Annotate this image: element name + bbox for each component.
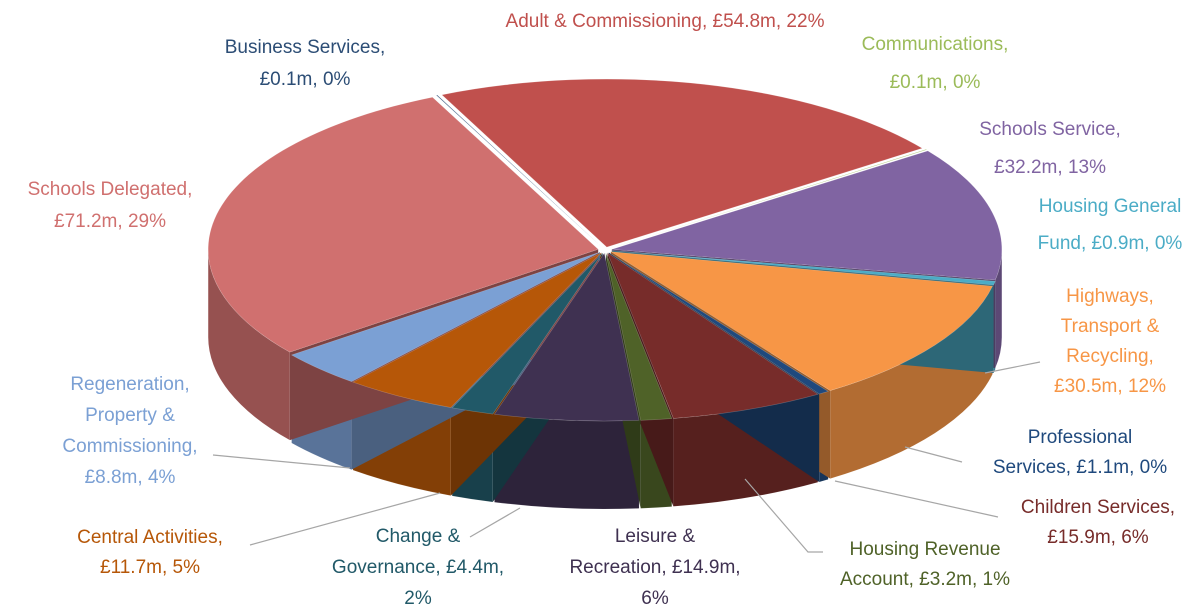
leader-line xyxy=(469,507,521,538)
leader-line xyxy=(834,480,999,518)
leader-line xyxy=(744,478,823,553)
slice xyxy=(207,96,599,353)
slice xyxy=(606,252,819,419)
slice xyxy=(352,252,602,408)
slice xyxy=(610,251,994,391)
data-label: Professional xyxy=(1028,427,1133,448)
leader-line xyxy=(212,454,351,469)
data-label: £71.2m, 29% xyxy=(54,211,166,232)
data-label: Communications, xyxy=(862,34,1009,55)
data-label: Transport & xyxy=(1061,316,1160,337)
slice xyxy=(610,149,928,249)
data-label: Adult & Commissioning, £54.8m, 22% xyxy=(506,11,825,32)
data-label: Services, £1.1m, 0% xyxy=(993,457,1167,478)
slice xyxy=(290,251,601,382)
data-label: Property & xyxy=(85,405,175,426)
data-label: Regeneration, xyxy=(70,374,189,395)
data-label: Account, £3.2m, 1% xyxy=(840,569,1010,590)
data-label: Housing Revenue xyxy=(849,539,1000,560)
data-label: £0.1m, 0% xyxy=(260,69,351,90)
leader-line xyxy=(904,446,963,463)
slice xyxy=(441,78,923,248)
data-label: Recreation, £14.9m, xyxy=(569,557,740,578)
data-label: Schools Delegated, xyxy=(28,179,193,200)
slice xyxy=(605,252,673,421)
slice xyxy=(435,94,603,248)
data-label: Children Services, xyxy=(1021,497,1175,518)
data-label: Change & xyxy=(376,526,461,547)
data-label: £11.7m, 5% xyxy=(100,557,200,578)
slice xyxy=(493,252,640,422)
slice xyxy=(451,252,603,415)
slice xyxy=(611,250,996,286)
data-label: £32.2m, 13% xyxy=(994,157,1106,178)
data-label: 2% xyxy=(404,588,432,609)
data-label: Governance, £4.4m, xyxy=(332,557,504,578)
data-label: Recycling, xyxy=(1066,346,1154,367)
data-label: Commissioning, xyxy=(62,436,197,457)
leader-line xyxy=(249,492,441,546)
data-label: £30.5m, 12% xyxy=(1054,376,1166,397)
data-label: £0.1m, 0% xyxy=(890,72,981,93)
data-label: Business Services, xyxy=(225,37,386,58)
data-label: Leisure & xyxy=(615,526,696,547)
leader-line xyxy=(984,361,1041,374)
slice xyxy=(611,150,1003,281)
data-label: Schools Service, xyxy=(979,119,1121,140)
data-label: Fund, £0.9m, 0% xyxy=(1038,233,1183,254)
data-label: Central Activities, xyxy=(77,527,223,548)
data-label: 6% xyxy=(641,588,669,609)
data-label: Housing General xyxy=(1039,196,1182,217)
data-label: Highways, xyxy=(1066,286,1154,307)
slice xyxy=(608,252,829,395)
data-label: £8.8m, 4% xyxy=(85,467,176,488)
data-label: £15.9m, 6% xyxy=(1047,527,1148,548)
